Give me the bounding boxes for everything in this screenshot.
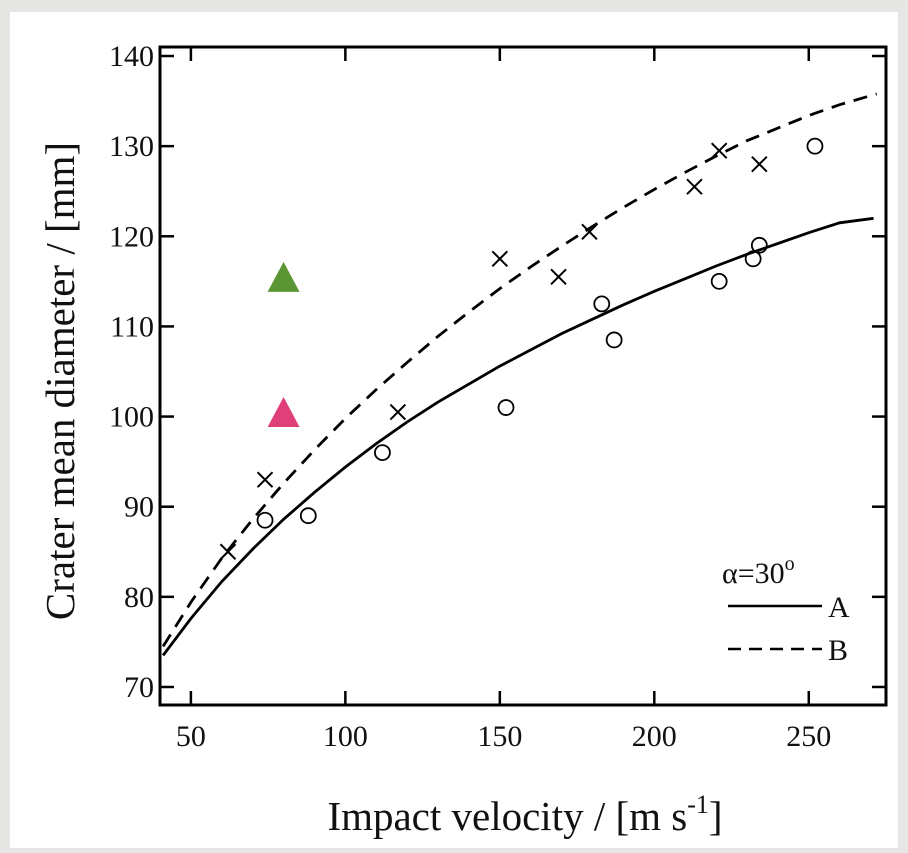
chart-frame: Crater mean diameter / [mm] Impact veloc… [10,12,898,848]
chart-svg: Crater mean diameter / [mm] Impact veloc… [37,40,888,839]
y-axis-title: Crater mean diameter / [mm] [37,142,83,620]
data-point-circle [299,507,317,525]
y-tick-label: 90 [124,491,154,524]
x-axis-title-end: ] [709,793,723,839]
x-axis-title-main: Impact velocity / [m s [327,793,687,839]
data-point-circle [750,236,768,254]
data-point-cross [686,178,703,195]
legend-title-superscript: o [785,553,795,575]
data-point-cross [550,268,567,286]
legend-title: α=30o [722,553,795,590]
data-point-triangle [267,397,300,428]
data-point-circle [710,272,728,290]
y-tick-label: 130 [109,130,154,163]
data-point-circle [374,444,391,462]
legend: α=30o A B [722,553,850,667]
y-tick-label: 140 [109,40,154,73]
y-tick-label: 80 [124,581,154,614]
data-point-circle [806,137,824,155]
data-point-circle [256,511,274,529]
x-axis-title-superscript: -1 [687,790,709,819]
data-point-circle [605,331,623,349]
data-point-cross [219,543,237,560]
data-point-cross [710,142,728,159]
data-point-cross [751,155,768,173]
y-tick-label: 110 [110,310,154,343]
legend-title-main: α=30 [722,557,785,590]
plot-area-border [158,45,888,707]
y-tick-label: 100 [109,401,154,434]
y-tick-label: 70 [124,671,154,704]
data-point-circle [593,295,611,313]
data-point-cross [256,471,274,488]
data-point-cross [491,250,509,268]
data-point-circle [744,250,762,268]
x-tick-label: 50 [176,720,206,753]
data-point-triangle [267,261,300,292]
fit-curve-a [161,216,874,657]
data-point-cross [389,403,407,421]
data-point-cross [581,223,598,240]
x-tick-label: 250 [786,720,831,753]
x-tick-label: 200 [632,720,677,753]
legend-label-b: B [828,634,848,667]
x-tick-label: 100 [323,720,368,753]
fit-curve-b [161,92,878,648]
data-point-circle [497,399,515,416]
x-axis-title: Impact velocity / [m s-1] [327,790,722,839]
x-tick-label: 150 [477,720,522,753]
legend-label-a: A [828,591,850,624]
y-tick-label: 120 [109,220,154,253]
